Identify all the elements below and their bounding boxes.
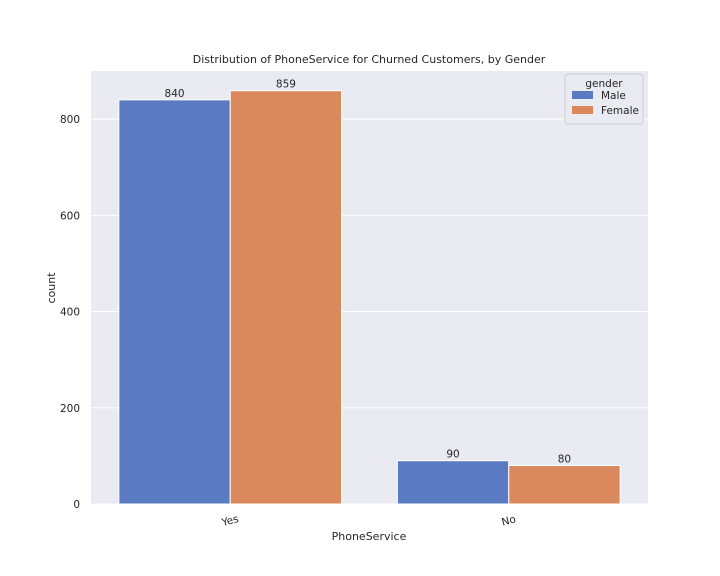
legend-title: gender [585, 78, 623, 90]
x-tick-label: Yes [220, 513, 240, 529]
bar-value-label: 90 [446, 449, 459, 461]
bar-male-no [396, 460, 510, 505]
y-ticks: 0 200 400 600 800 [60, 114, 80, 511]
bars [118, 90, 621, 505]
bar-male-yes [118, 99, 231, 505]
legend: gender Male Female [564, 73, 644, 125]
y-tick-label: 800 [60, 114, 80, 126]
bar-labels: 840 859 90 80 [165, 79, 572, 466]
y-axis-label: count [45, 272, 58, 304]
bar-value-label: 80 [558, 454, 571, 466]
bar-female-yes [229, 90, 343, 505]
bar-female-no [508, 465, 621, 505]
legend-swatch-female [572, 106, 593, 114]
x-axis-label: PhoneService [332, 530, 407, 543]
y-tick-label: 400 [60, 307, 80, 319]
legend-label-female: Female [601, 105, 639, 117]
legend-swatch-male [572, 91, 593, 99]
bar-value-label: 859 [276, 79, 296, 91]
bar-value-label: 840 [165, 88, 185, 100]
x-tick-label: No [500, 513, 517, 528]
legend-label-male: Male [601, 90, 626, 102]
y-tick-label: 600 [60, 210, 80, 222]
chart-title: Distribution of PhoneService for Churned… [193, 53, 546, 66]
y-tick-label: 200 [60, 403, 80, 415]
x-ticks: Yes No [220, 513, 518, 529]
y-tick-label: 0 [73, 499, 80, 511]
